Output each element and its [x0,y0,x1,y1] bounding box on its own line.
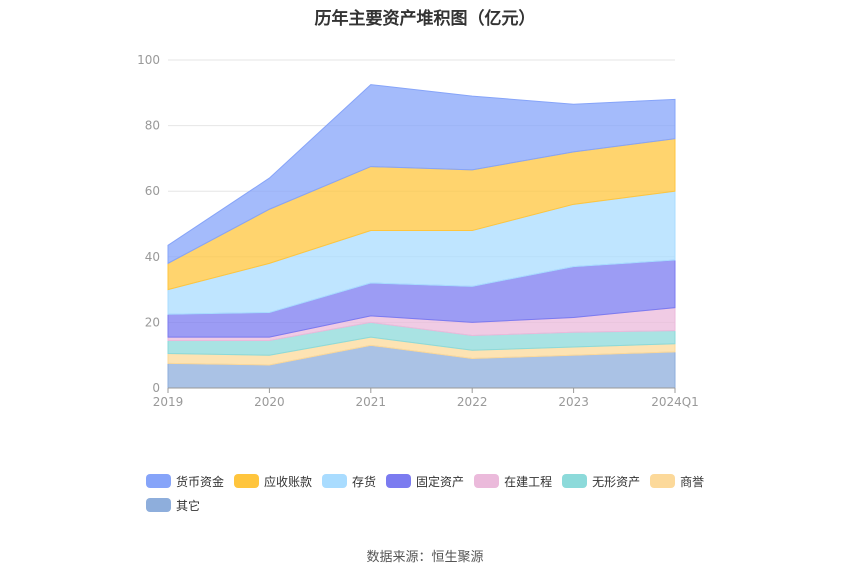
y-tick-label: 60 [145,184,160,198]
legend-label: 在建工程 [504,474,553,489]
legend-swatch [234,474,260,488]
legend-label: 商誉 [680,474,705,489]
x-tick-label: 2023 [558,395,589,409]
x-tick-label: 2020 [254,395,285,409]
legend-label: 应收账款 [264,474,313,489]
legend-item[interactable]: 应收账款 [234,473,312,489]
legend-label: 无形资产 [592,474,641,489]
legend-item[interactable]: 存货 [322,473,376,489]
legend-swatch [474,474,500,488]
area-货币资金[interactable] [167,84,676,265]
legend-swatch [322,474,348,488]
y-tick-label: 20 [145,315,160,329]
legend-label: 存货 [352,474,377,489]
legend-item[interactable]: 其它 [146,497,200,513]
y-tick-label: 0 [152,381,160,395]
x-tick-label: 2022 [457,395,488,409]
legend-swatch [650,474,676,488]
area-series [167,84,676,389]
y-tick-label: 40 [145,250,160,264]
legend-label: 其它 [176,498,201,513]
legend-item[interactable]: 货币资金 [146,473,224,489]
legend-label: 货币资金 [176,474,225,489]
axes: 0 20 40 60 80 100 2019 2020 2021 2022 2023 2024Q1 [137,53,699,409]
legend-swatch [562,474,588,488]
legend: 货币资金 应收账款 存货 固定资产 在建工程 无形资产 商誉其它 [146,473,746,513]
legend-swatch [386,474,412,488]
legend-item[interactable]: 固定资产 [386,473,464,489]
data-source-footer: 数据来源：恒生聚源 [366,550,484,565]
legend-swatch [146,474,171,488]
y-tick-label: 80 [145,119,160,133]
legend-item[interactable]: 商誉 [650,473,704,489]
legend-swatch [146,498,171,512]
legend-item[interactable]: 无形资产 [562,473,640,489]
x-tick-label: 2019 [153,395,184,409]
x-tick-label: 2024Q1 [651,395,699,409]
x-tick-label: 2021 [356,395,387,409]
y-tick-label: 100 [137,53,160,67]
legend-item[interactable]: 在建工程 [474,473,552,489]
legend-label: 固定资产 [416,474,465,489]
chart-title: 历年主要资产堆积图（亿元） [314,9,536,29]
